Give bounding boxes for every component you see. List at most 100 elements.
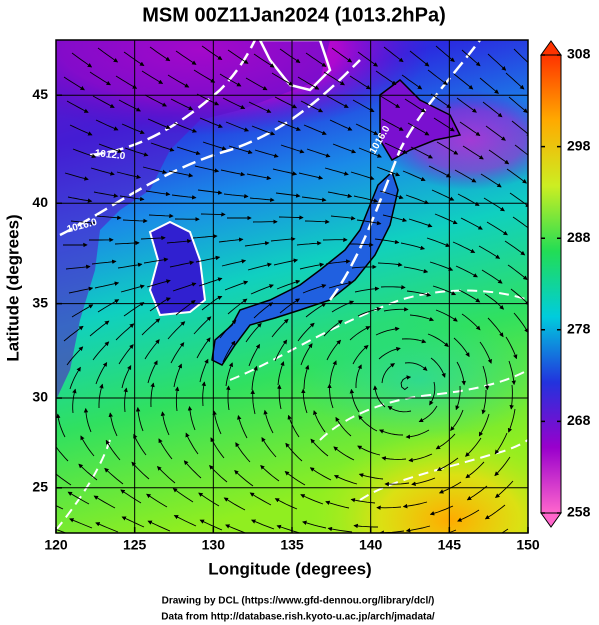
streamline (326, 95, 349, 108)
streamline (466, 485, 488, 501)
streamline (323, 319, 343, 337)
streamline (276, 524, 301, 533)
streamline (375, 326, 400, 336)
streamline (357, 445, 381, 456)
streamline (221, 259, 247, 267)
streamline (357, 306, 382, 317)
streamline (507, 408, 516, 433)
streamline (274, 96, 298, 109)
streamline (193, 316, 212, 335)
streamline (95, 361, 108, 385)
streamline (484, 504, 506, 520)
streamline (56, 528, 67, 533)
streamline (80, 435, 95, 457)
streamline (407, 122, 430, 136)
streamline (117, 262, 143, 269)
x-tick-label: 150 (516, 537, 540, 553)
streamline (274, 498, 298, 510)
streamline (198, 277, 223, 287)
streamline (237, 414, 248, 439)
streamline (461, 313, 481, 331)
y-axis-label: Latitude (degrees) (3, 214, 22, 361)
streamline (105, 439, 121, 461)
streamline (435, 433, 456, 450)
streamline (379, 190, 404, 200)
streamline (218, 237, 244, 243)
streamline (460, 534, 482, 544)
streamline (56, 505, 64, 510)
contour-label: 1012.0 (94, 148, 126, 162)
streamline (509, 192, 528, 208)
streamline (376, 505, 402, 510)
streamline (120, 284, 145, 293)
streamline (120, 489, 142, 504)
streamline (149, 46, 171, 62)
streamline (121, 365, 132, 389)
streamline (185, 432, 199, 455)
streamline (195, 255, 221, 263)
streamline (83, 407, 92, 433)
streamline (405, 429, 430, 439)
x-tick-label: 130 (202, 537, 226, 553)
isobar (359, 439, 528, 501)
streamline (381, 118, 404, 131)
streamline (253, 53, 275, 68)
streamline (91, 259, 117, 265)
streamline (349, 388, 360, 413)
streamline (135, 406, 144, 432)
streamline (148, 213, 174, 219)
x-tick-label: 140 (359, 537, 383, 553)
streamline (108, 412, 118, 437)
streamline (245, 77, 268, 91)
streamline (248, 101, 272, 113)
streamline (381, 456, 407, 461)
streamline (123, 302, 145, 317)
streamline (210, 437, 225, 459)
streamline (150, 382, 155, 408)
streamline (67, 491, 90, 505)
streamline (95, 522, 119, 533)
streamline (147, 520, 171, 532)
streamline (301, 388, 308, 414)
streamline (356, 219, 382, 226)
streamline (358, 415, 378, 432)
streamline (69, 124, 93, 136)
streamline (306, 148, 331, 158)
streamline (276, 384, 282, 410)
streamline (69, 366, 81, 390)
streamline (480, 173, 502, 188)
colorbar-tick-label: 278 (567, 321, 591, 337)
streamline (67, 196, 93, 203)
streamline (352, 345, 369, 365)
streamline (171, 194, 197, 200)
streamline (158, 438, 173, 460)
streamline (63, 325, 84, 342)
streamline (118, 99, 141, 112)
streamline (172, 282, 197, 292)
streamline (513, 312, 528, 334)
streamline (323, 71, 345, 86)
streamline (227, 49, 249, 64)
streamline (358, 147, 382, 158)
title: MSM 00Z11Jan2024 (1013.2hPa) (142, 4, 446, 26)
streamline (303, 364, 310, 390)
streamline (404, 98, 426, 113)
streamline (501, 528, 509, 533)
streamline (156, 466, 176, 484)
x-tick-label: 135 (280, 537, 304, 553)
streamline (428, 165, 451, 178)
streamline (277, 120, 301, 131)
streamline (303, 124, 327, 135)
streamline (355, 123, 379, 135)
streamline (244, 241, 270, 247)
streamline (175, 300, 196, 316)
streamline (173, 515, 197, 527)
streamline (246, 173, 272, 181)
streamline (302, 520, 327, 529)
plot-area: 1012.0 1016.0 1016.0 (56, 40, 528, 544)
streamline (279, 48, 301, 64)
streamline (143, 257, 169, 264)
streamline (304, 219, 330, 224)
streamline (146, 493, 168, 508)
